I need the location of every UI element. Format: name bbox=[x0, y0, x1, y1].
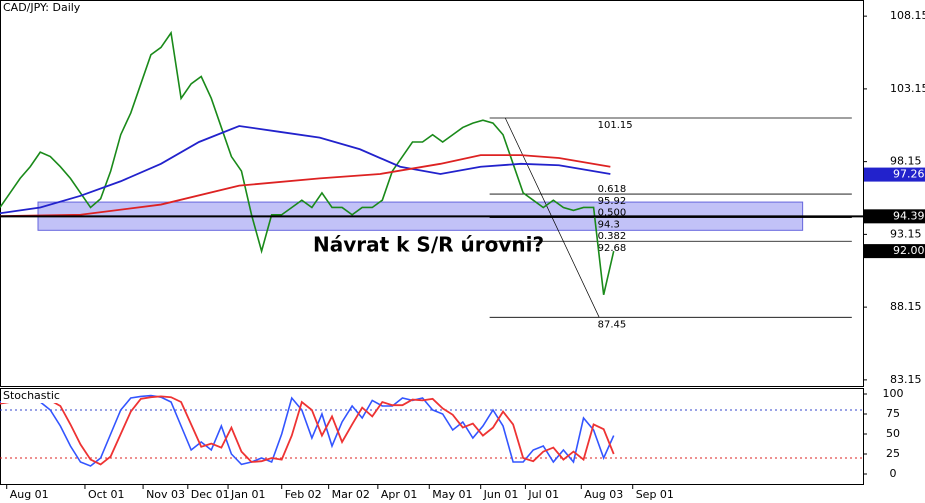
x-tick-label: Nov 03 bbox=[146, 488, 185, 501]
x-tick-label: Jan 01 bbox=[230, 488, 265, 501]
x-tick-label: Aug 01 bbox=[10, 488, 49, 501]
price-label: 97.26 bbox=[893, 168, 925, 181]
fib-price-label: 101.15 bbox=[598, 120, 633, 131]
fib-ratio-label: 0.618 bbox=[598, 184, 627, 195]
fib-price-label: 92.68 bbox=[598, 243, 627, 254]
x-tick-label: May 01 bbox=[432, 488, 472, 501]
series-line bbox=[0, 154, 611, 218]
price-label-box bbox=[864, 209, 925, 224]
title-box bbox=[1, 389, 57, 403]
y-tick-label: 103.15 bbox=[890, 82, 925, 95]
title-box bbox=[1, 1, 109, 15]
x-tick-label: Oct 01 bbox=[88, 488, 125, 501]
series-line bbox=[0, 125, 611, 215]
fib-price-label: 94.3 bbox=[598, 220, 620, 231]
price-label: 92.00 bbox=[893, 244, 925, 257]
y-tick-label: 100 bbox=[883, 387, 904, 400]
fib-trend bbox=[504, 117, 600, 318]
panel-title: Stochastic bbox=[3, 389, 60, 402]
y-tick-label: 98.15 bbox=[890, 155, 922, 168]
price-label: 94.39 bbox=[893, 209, 925, 222]
x-tick-label: Mar 02 bbox=[332, 488, 370, 501]
y-tick-label: 0 bbox=[890, 467, 897, 480]
stochastic-panel bbox=[0, 388, 864, 485]
price-label-box bbox=[864, 167, 925, 182]
y-tick-label: 88.15 bbox=[890, 300, 922, 313]
x-tick-label: Jun 01 bbox=[483, 488, 519, 501]
x-tick-label: Dec 01 bbox=[191, 488, 230, 501]
x-tick-label: Jul 01 bbox=[527, 488, 559, 501]
fib-ratio-label: 0.382 bbox=[598, 231, 627, 242]
x-tick-label: Aug 03 bbox=[584, 488, 623, 501]
y-tick-label: 75 bbox=[886, 407, 900, 420]
x-tick-label: Feb 02 bbox=[285, 488, 322, 501]
y-tick-label: 50 bbox=[886, 427, 900, 440]
series-line bbox=[0, 395, 615, 466]
series-line bbox=[0, 394, 615, 467]
fib-price-label: 95.92 bbox=[598, 196, 627, 207]
annotation: Návrat k S/R úrovni? bbox=[313, 233, 544, 257]
y-tick-label: 108.15 bbox=[890, 9, 925, 22]
y-tick-label: 25 bbox=[886, 447, 900, 460]
y-tick-label: 83.15 bbox=[890, 373, 922, 386]
y-tick-label: 93.15 bbox=[890, 227, 922, 240]
series-line bbox=[0, 30, 615, 295]
fib-ratio-label: 0.500 bbox=[598, 208, 627, 219]
price-label-box bbox=[864, 244, 925, 259]
x-tick-label: Apr 01 bbox=[381, 488, 418, 501]
price-panel bbox=[0, 0, 864, 387]
x-tick-label: Sep 01 bbox=[636, 488, 674, 501]
fib-price-label: 87.45 bbox=[598, 319, 627, 330]
panel-title: CAD/JPY: Daily bbox=[3, 1, 81, 14]
